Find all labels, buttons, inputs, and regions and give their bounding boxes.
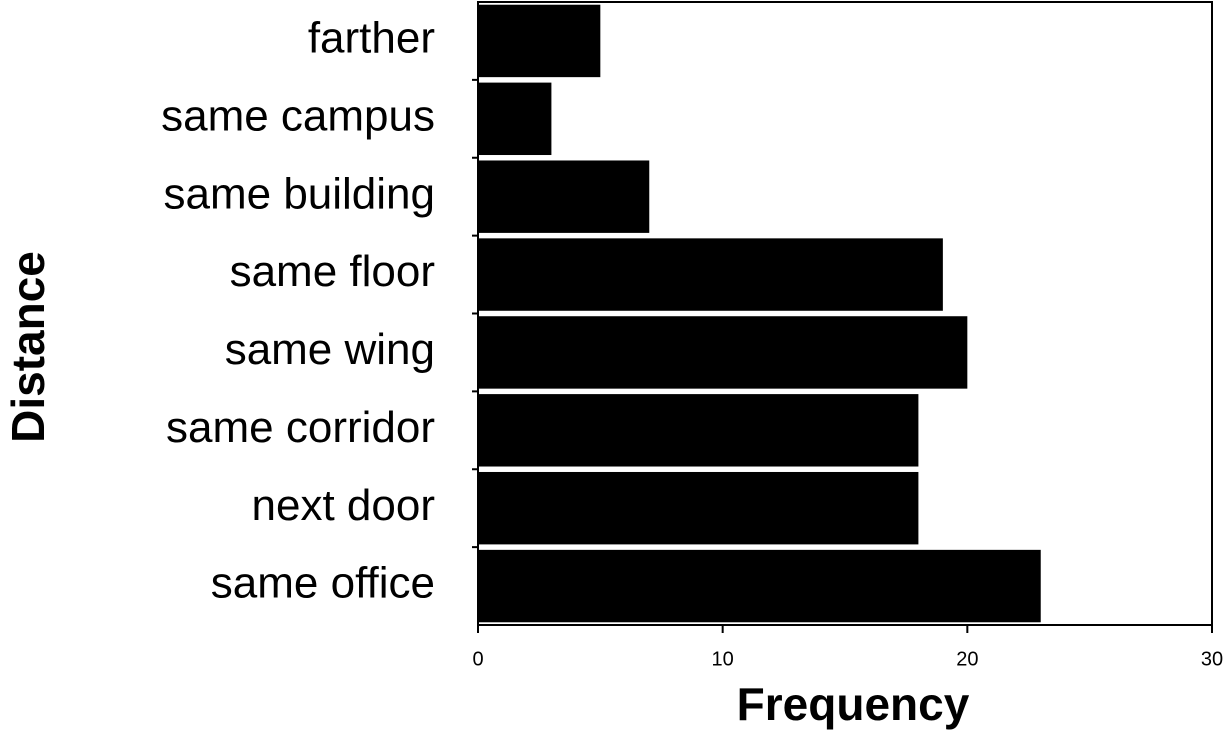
y-tick-label: next door <box>252 481 435 530</box>
bar <box>478 4 601 78</box>
x-tick-label: 30 <box>1201 648 1223 670</box>
bar <box>478 160 650 233</box>
y-tick-label: same building <box>164 169 436 218</box>
x-tick-label: 20 <box>956 648 978 670</box>
y-tick-label: farther <box>308 14 435 63</box>
bar <box>478 82 552 156</box>
y-axis-title: Distance <box>2 251 54 443</box>
y-tick-label: same campus <box>161 91 435 140</box>
bar <box>478 316 968 389</box>
bar <box>478 549 1041 623</box>
y-tick-label: same corridor <box>166 403 435 452</box>
x-tick-label: 0 <box>472 648 483 670</box>
bar <box>478 394 919 467</box>
bar <box>478 471 919 545</box>
y-tick-label: same office <box>211 559 435 608</box>
x-axis-title: Frequency <box>737 678 970 730</box>
bar <box>478 238 943 311</box>
x-tick-label: 10 <box>712 648 734 670</box>
y-tick-label: same floor <box>230 247 435 296</box>
y-tick-label: same wing <box>225 325 435 374</box>
